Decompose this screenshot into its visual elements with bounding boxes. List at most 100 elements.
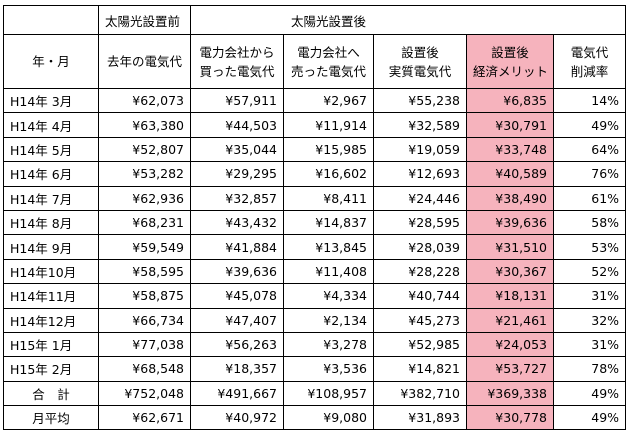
cell: H14年 9月 (3, 234, 99, 260)
cell: 49% (552, 380, 627, 407)
cell: 14% (552, 87, 627, 114)
cell: H15年 1月 (3, 331, 99, 358)
cell: ¥11,408 (283, 258, 374, 285)
cell: ¥41,884 (190, 234, 284, 260)
cell: ¥55,238 (373, 87, 467, 114)
cell: ¥28,595 (373, 209, 467, 236)
cell: ¥52,985 (373, 331, 467, 358)
cell: ¥30,367 (466, 258, 554, 285)
cell: ¥11,914 (283, 112, 374, 138)
cell: ¥18,357 (190, 356, 284, 382)
cell: 61% (552, 185, 627, 211)
data-row: 合 計 ¥752,048 ¥491,667 ¥108,957 ¥382,710 ¥369,… (3, 380, 627, 407)
data-row: H14年12月 ¥66,734 ¥47,407 ¥2,134 ¥45,273 ¥21,46… (3, 307, 627, 333)
cell: 58% (552, 209, 627, 236)
cell: ¥32,589 (373, 112, 467, 138)
cell: ¥30,778 (466, 405, 554, 431)
cell: ¥45,273 (373, 307, 467, 333)
column-header: 電力会社へ 売った電気代 (283, 34, 374, 89)
cell: ¥108,957 (283, 380, 374, 407)
header-line: 経済メリット (473, 63, 549, 79)
header-line: 実質電気代 (388, 63, 452, 79)
cell: ¥40,972 (190, 405, 284, 431)
cell: ¥38,490 (466, 185, 554, 211)
cell: ¥28,228 (373, 258, 467, 285)
cell: ¥57,911 (190, 87, 284, 114)
cell: ¥62,073 (98, 87, 191, 114)
data-row: 月平均 ¥62,671 ¥40,972 ¥9,080 ¥31,893 ¥30,778 49% (3, 405, 627, 431)
cell: ¥77,038 (98, 331, 191, 358)
cell: H14年12月 (3, 307, 99, 333)
cell: ¥8,411 (283, 185, 374, 211)
data-row: H14年 7月 ¥62,936 ¥32,857 ¥8,411 ¥24,446 ¥38,49… (3, 185, 627, 211)
header-line: 去年の電気代 (106, 54, 182, 69)
cell: ¥44,503 (190, 112, 284, 138)
header-line: 電力会社から (199, 44, 275, 60)
cell: ¥369,338 (466, 380, 554, 407)
cell: ¥53,282 (98, 161, 191, 187)
cell: ¥14,821 (373, 356, 467, 382)
cell: H14年 5月 (3, 136, 99, 163)
cell: H14年 8月 (3, 209, 99, 236)
cell: 53% (552, 234, 627, 260)
cell: ¥16,602 (283, 161, 374, 187)
cell: ¥32,857 (190, 185, 284, 211)
cell: ¥14,837 (283, 209, 374, 236)
cell: 78% (552, 356, 627, 382)
cell: ¥45,078 (190, 283, 284, 309)
data-row: H15年 2月 ¥68,548 ¥18,357 ¥3,536 ¥14,821 ¥53,72… (3, 356, 627, 382)
cell: H14年 4月 (3, 112, 99, 138)
cell: 合 計 (3, 380, 99, 407)
cell: ¥39,636 (190, 258, 284, 285)
cell: ¥9,080 (283, 405, 374, 431)
column-header: 去年の電気代 (98, 34, 191, 89)
cell: ¥24,446 (373, 185, 467, 211)
data-row: H14年 4月 ¥63,380 ¥44,503 ¥11,914 ¥32,589 ¥30,7… (3, 112, 627, 138)
cell: ¥40,589 (466, 161, 554, 187)
cell: ¥18,131 (466, 283, 554, 309)
header-line: 削減率 (570, 63, 609, 79)
data-row: H15年 1月 ¥77,038 ¥56,263 ¥3,278 ¥52,985 ¥24,05… (3, 331, 627, 358)
cell: ¥62,671 (98, 405, 191, 431)
cell: ¥56,263 (190, 331, 284, 358)
header-line: 設置後 (491, 44, 529, 60)
cell: ¥752,048 (98, 380, 191, 407)
data-row: H14年 8月 ¥68,231 ¥43,432 ¥14,837 ¥28,595 ¥39,6… (3, 209, 627, 236)
cell: ¥31,893 (373, 405, 467, 431)
cell: ¥53,727 (466, 356, 554, 382)
cell: ¥3,278 (283, 331, 374, 358)
cell: ¥29,295 (190, 161, 284, 187)
data-row: H14年11月 ¥58,875 ¥45,078 ¥4,334 ¥40,744 ¥18,13… (3, 283, 627, 309)
column-header: 電気代 削減率 (552, 34, 627, 89)
data-row: H14年10月 ¥58,595 ¥39,636 ¥11,408 ¥28,228 ¥30,3… (3, 258, 627, 285)
cell: ¥52,807 (98, 136, 191, 163)
cell: ¥31,510 (466, 234, 554, 260)
cell: ¥62,936 (98, 185, 191, 211)
cell: ¥382,710 (373, 380, 467, 407)
cell: 49% (552, 405, 627, 431)
cell (3, 5, 99, 35)
cell: ¥491,667 (190, 380, 284, 407)
cell: H14年10月 (3, 258, 99, 285)
cell: ¥24,053 (466, 331, 554, 358)
header-line: 売った電気代 (290, 63, 366, 79)
cell: ¥15,985 (283, 136, 374, 163)
cell: ¥30,791 (466, 112, 554, 138)
cell: 49% (552, 112, 627, 138)
group-header: 太陽光設置前 (98, 5, 191, 35)
cell: ¥35,044 (190, 136, 284, 163)
cell: 月平均 (3, 405, 99, 431)
group-header: 太陽光設置後 (189, 5, 627, 35)
header-row: 年・月 去年の電気代 電力会社から 買った電気代 電力会社へ 売った電気代 設置後 実質電気代… (3, 34, 627, 89)
cell: ¥28,039 (373, 234, 467, 260)
data-row: H14年 9月 ¥59,549 ¥41,884 ¥13,845 ¥28,039 ¥31,5… (3, 234, 627, 260)
cell: ¥4,334 (283, 283, 374, 309)
column-header: 年・月 (3, 34, 99, 89)
header-line: 電気代 (570, 44, 609, 60)
table: 太陽光設置前 太陽光設置後 年・月 去年の電気代 電力会社から 買った電気代 電力会社へ… (3, 5, 627, 431)
cell: ¥58,875 (98, 283, 191, 309)
cell: ¥68,548 (98, 356, 191, 382)
cell: ¥59,549 (98, 234, 191, 260)
cell: 31% (552, 331, 627, 358)
